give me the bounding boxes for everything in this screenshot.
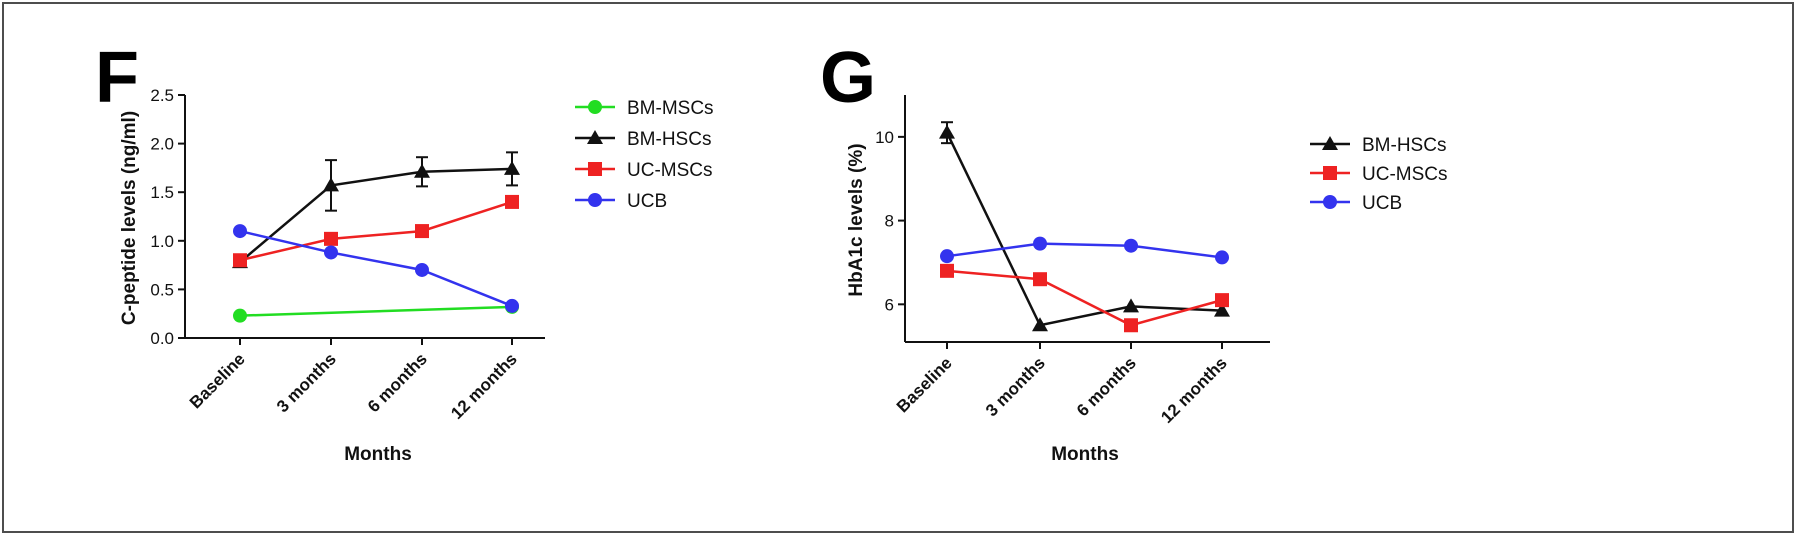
data-point-bm-hscs (1123, 298, 1139, 313)
series-line-bm-hscs (239, 167, 513, 264)
series-uc-mscs (233, 194, 519, 268)
data-point-uc-mscs (324, 231, 338, 246)
y-tick-label: 10 (875, 128, 894, 147)
legend-swatch-marker (588, 162, 602, 176)
y-axis-title: C-peptide levels (ng/ml) (119, 111, 140, 325)
series-ucb (233, 224, 519, 313)
legend-item: UCB (575, 191, 667, 212)
data-point-uc-mscs (233, 253, 247, 268)
x-tick-label: 6 months (364, 349, 431, 416)
legend-swatch-marker (1323, 166, 1337, 180)
data-point-bm-hscs (323, 177, 339, 192)
data-point-ucb (1033, 236, 1047, 251)
data-point-uc-mscs (415, 224, 429, 239)
panel-letter: F (95, 38, 139, 118)
legend-item: BM-HSCs (1310, 135, 1446, 156)
data-point-uc-mscs (1215, 293, 1229, 308)
series-ucb (940, 236, 1229, 265)
legend-label: BM-HSCs (627, 129, 711, 150)
x-tick-label: 12 months (1157, 353, 1231, 427)
series-uc-mscs (940, 263, 1229, 333)
legend-swatch-marker (587, 130, 603, 144)
data-point-uc-mscs (1124, 318, 1138, 333)
data-point-ucb (324, 245, 338, 260)
legend-swatch-marker (588, 193, 602, 207)
chart-panel-f: F 0.0 0.5 1.0 1.5 2.0 2.5 Baseline 3 months 6 mon… (95, 38, 714, 465)
data-point-uc-mscs (1033, 272, 1047, 287)
series-line-bm-mscs (239, 305, 513, 317)
y-tick-label: 1.5 (150, 183, 174, 202)
data-point-ucb (505, 298, 519, 313)
y-tick-label: 2.0 (150, 135, 174, 154)
data-point-bm-hscs (504, 160, 520, 175)
y-tick-label: 0.5 (150, 280, 174, 299)
series-line-ucb (946, 242, 1223, 259)
data-point-ucb (1215, 250, 1229, 265)
legend-label: UC-MSCs (627, 160, 713, 181)
x-axis-title: Months (1051, 444, 1119, 465)
legend-label: UC-MSCs (1362, 164, 1448, 185)
data-point-bm-hscs (1214, 302, 1230, 317)
legend-swatch-marker (1322, 136, 1338, 150)
legend-item: BM-MSCs (575, 98, 714, 119)
x-tick-label: 12 months (447, 349, 521, 423)
chart-panel-g: G 6 8 10 Baseline 3 months 6 months 12 months Hb… (820, 38, 1448, 465)
data-point-bm-hscs (939, 124, 955, 139)
x-tick-label: 3 months (273, 349, 340, 416)
legend-label: UCB (627, 191, 667, 212)
series-line-bm-hscs (945, 132, 1223, 327)
series-line-uc-mscs (946, 269, 1223, 327)
legend-item: UCB (1310, 193, 1402, 214)
series-line-ucb (239, 229, 513, 308)
y-tick-label: 1.0 (150, 232, 174, 251)
legend-item: UC-MSCs (575, 160, 713, 181)
data-point-ucb (1124, 238, 1138, 253)
data-point-uc-mscs (940, 263, 954, 278)
series-line-uc-mscs (239, 200, 513, 262)
legend-swatch-marker (1323, 195, 1337, 209)
data-point-uc-mscs (505, 194, 519, 209)
legend-label: BM-HSCs (1362, 135, 1446, 156)
y-tick-label: 6 (885, 295, 894, 314)
y-tick-label: 2.5 (150, 86, 174, 105)
y-tick-label: 8 (885, 212, 894, 231)
legend-label: UCB (1362, 193, 1402, 214)
data-point-bm-hscs (1032, 317, 1048, 332)
panel-letter: G (820, 38, 876, 118)
x-axis-title: Months (344, 444, 412, 465)
legend-item: BM-HSCs (575, 129, 711, 150)
data-point-bm-hscs (414, 163, 430, 178)
legend-label: BM-MSCs (627, 98, 714, 119)
y-axis-title: HbA1c levels (%) (846, 143, 867, 296)
x-tick-label: 6 months (1073, 353, 1140, 420)
legend-item: UC-MSCs (1310, 164, 1448, 185)
data-point-bm-mscs (233, 308, 247, 323)
x-tick-label: Baseline (893, 353, 956, 416)
x-tick-label: 3 months (982, 353, 1049, 420)
data-point-ucb (233, 224, 247, 239)
data-point-ucb (940, 249, 954, 264)
x-tick-label: Baseline (186, 349, 249, 412)
legend-swatch-marker (588, 100, 602, 114)
y-tick-label: 0.0 (150, 329, 174, 348)
data-point-ucb (415, 262, 429, 277)
series-bm-hscs (939, 121, 1230, 332)
series-bm-mscs (233, 299, 519, 323)
